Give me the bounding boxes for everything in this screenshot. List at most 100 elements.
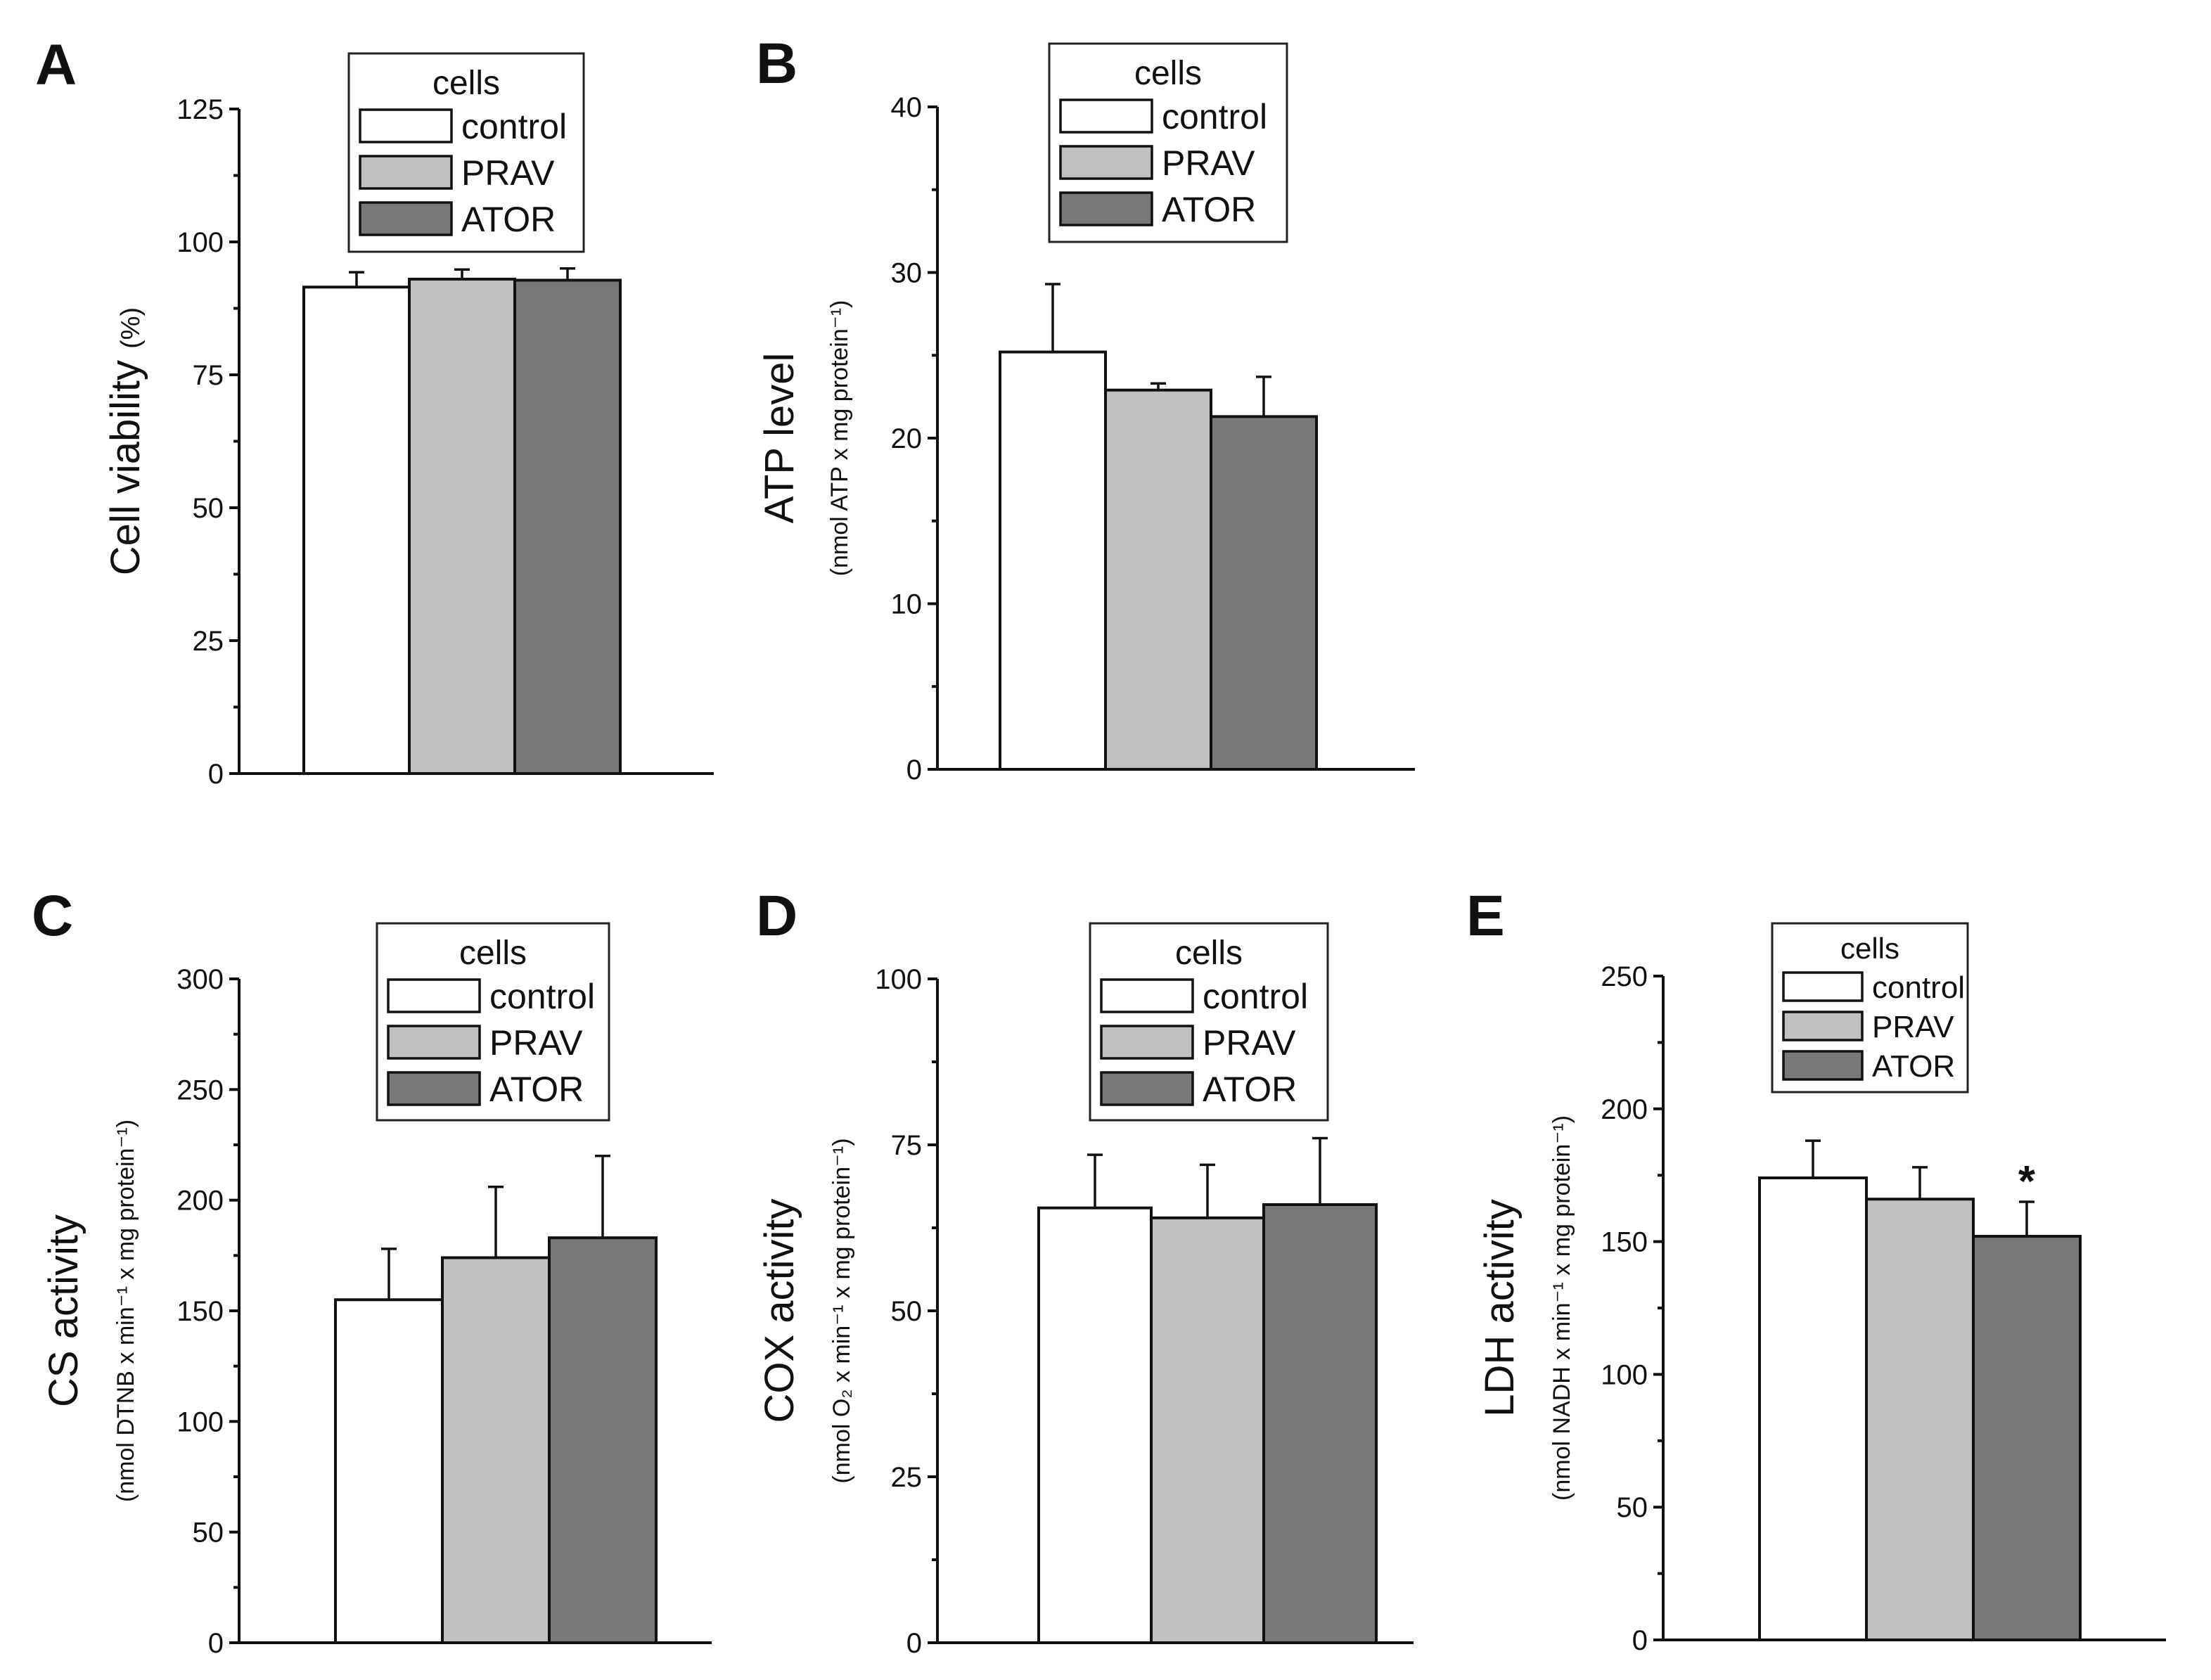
y-tick-label: 150	[177, 1296, 224, 1327]
legend-swatch-prav	[1059, 145, 1153, 180]
y-tick-label: 50	[891, 1296, 923, 1327]
y-tick-label: 100	[177, 227, 224, 258]
legend-label-prav: PRAV	[461, 153, 555, 193]
bar-control	[302, 286, 411, 775]
bar-ator	[1210, 415, 1318, 771]
y-axis-unit: (nmol O₂ x min⁻¹ x mg protein⁻¹)	[828, 1138, 855, 1483]
bar-ator	[548, 1236, 658, 1645]
legend-label-control: control	[1203, 977, 1308, 1016]
bar-ator	[1972, 1235, 2082, 1641]
y-tick-label: 10	[891, 589, 923, 620]
legend-label-ator: ATOR	[1872, 1049, 1955, 1084]
y-tick-label: 40	[891, 92, 923, 123]
y-axis-title: Cell viability (%)	[103, 307, 148, 575]
y-tick-label: 250	[1601, 961, 1648, 992]
y-tick-label: 25	[193, 626, 224, 657]
legend-label-control: control	[1872, 970, 1965, 1005]
y-tick-label: 200	[1601, 1094, 1648, 1125]
panel-letter: A	[35, 33, 77, 97]
y-axis-unit: (nmol DTNB x min⁻¹ x mg protein⁻¹)	[113, 1120, 139, 1502]
legend-label-ator: ATOR	[1162, 190, 1256, 229]
legend-swatch-control	[1059, 98, 1153, 134]
y-axis-title: CS activity	[41, 1214, 86, 1407]
y-tick-label: 50	[193, 493, 224, 524]
legend-label-ator: ATOR	[489, 1070, 584, 1109]
legend: cells control PRAV ATOR	[347, 52, 585, 253]
y-tick-label: 125	[177, 94, 224, 125]
panel-letter: B	[756, 32, 797, 96]
y-axis-unit: (%)	[116, 307, 146, 349]
panel-letter: C	[32, 884, 73, 948]
y-tick-label: 50	[193, 1518, 224, 1548]
y-axis-title: LDH activity	[1477, 1199, 1523, 1416]
y-tick-label: 75	[193, 360, 224, 391]
legend-swatch-ator	[1059, 191, 1153, 226]
bar-control	[334, 1298, 444, 1645]
legend-swatch-prav	[359, 155, 453, 190]
legend-title: cells	[1175, 935, 1243, 972]
y-tick-label: 30	[891, 258, 923, 289]
y-tick-label: 75	[891, 1130, 923, 1161]
legend-swatch-control	[1100, 978, 1194, 1013]
y-tick-label: 100	[875, 964, 922, 995]
legend-swatch-control	[1782, 971, 1864, 1002]
y-tick-label: 0	[1632, 1625, 1648, 1656]
y-tick-label: 0	[208, 759, 224, 790]
y-tick-label: 200	[177, 1186, 224, 1217]
y-axis-title: COX activity	[757, 1198, 802, 1423]
legend-swatch-ator	[1100, 1071, 1194, 1106]
bar-control	[999, 350, 1107, 771]
bar-control	[1758, 1176, 1868, 1641]
legend-swatch-control	[387, 978, 481, 1013]
legend-label-ator: ATOR	[1203, 1070, 1297, 1109]
legend-title: cells	[1134, 55, 1202, 92]
legend-label-prav: PRAV	[1872, 1010, 1954, 1044]
panel-e: E * 0 50 100 150 200 250 LDH activity (nmol NADH …	[1466, 884, 2166, 1656]
legend-label-prav: PRAV	[1203, 1023, 1296, 1063]
legend-label-prav: PRAV	[1162, 143, 1255, 183]
y-axis-unit: (nmol ATP x mg protein⁻¹)	[826, 300, 853, 577]
legend: cells control PRAV ATOR	[1771, 922, 1969, 1094]
panel-letter: D	[756, 884, 797, 948]
y-tick-label: 150	[1601, 1227, 1648, 1258]
legend-swatch-ator	[359, 201, 453, 236]
panel-c: C 0 50 100 150 200 250 300 CS activity (nmol DTNB…	[32, 884, 712, 1659]
y-axis-title-text: Cell viability	[103, 349, 148, 575]
bar-prav	[1150, 1216, 1265, 1644]
legend: cells control PRAV ATOR	[1048, 42, 1288, 243]
y-tick-label: 0	[906, 1628, 922, 1659]
legend-swatch-prav	[387, 1025, 481, 1060]
legend-swatch-prav	[1782, 1011, 1864, 1041]
legend-label-control: control	[489, 977, 595, 1016]
bar-prav	[1865, 1198, 1975, 1641]
bar-prav	[1104, 388, 1212, 771]
bar-control	[1037, 1206, 1153, 1645]
legend-title: cells	[432, 65, 500, 102]
y-tick-label: 300	[177, 964, 224, 995]
significance-marker: *	[2018, 1158, 2036, 1206]
y-tick-label: 20	[891, 423, 923, 454]
panel-letter: E	[1466, 884, 1505, 948]
y-axis-unit: (nmol NADH x min⁻¹ x mg protein⁻¹)	[1549, 1115, 1575, 1501]
legend-swatch-ator	[1782, 1050, 1864, 1081]
legend: cells control PRAV ATOR	[376, 922, 610, 1122]
y-tick-label: 50	[1617, 1492, 1648, 1523]
panel-b: B 0 10 20 30 40 ATP level (nmol ATP x mg protei…	[756, 32, 1415, 786]
legend-label-ator: ATOR	[461, 200, 556, 239]
bar-prav	[441, 1256, 551, 1644]
y-tick-label: 0	[906, 755, 922, 786]
y-tick-label: 100	[177, 1406, 224, 1437]
bar-prav	[408, 277, 516, 776]
legend-swatch-ator	[387, 1071, 481, 1106]
legend-swatch-prav	[1100, 1025, 1194, 1060]
bar-ator	[1262, 1203, 1378, 1644]
legend-swatch-control	[359, 108, 453, 143]
y-axis-title: ATP level	[757, 353, 802, 524]
bar-ator	[513, 278, 622, 775]
legend-label-control: control	[1162, 97, 1267, 136]
panel-d: D 0 25 50 75 100 COX activity (nmol O₂ x min⁻¹ …	[756, 884, 1414, 1659]
legend-title: cells	[459, 935, 527, 972]
panel-a: A 0 25 50 75 100 125 Cell viability (%) cells con…	[35, 33, 714, 790]
y-tick-label: 0	[208, 1628, 224, 1659]
